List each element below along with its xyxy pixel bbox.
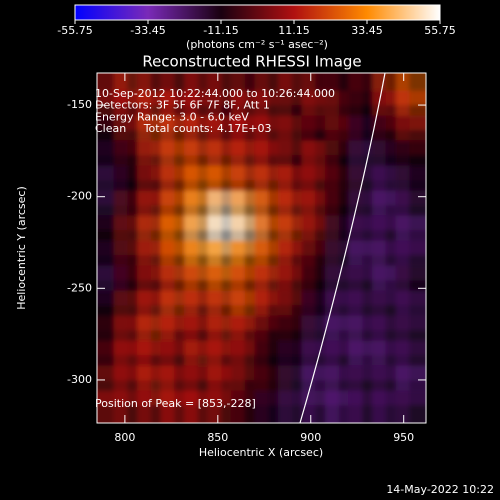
colorbar-tick-label: -55.75: [57, 24, 92, 37]
heatmap-cell: [395, 390, 426, 423]
y-tick-label: -300: [67, 373, 92, 386]
colorbar-tick-label: 55.75: [424, 24, 456, 37]
x-axis-label: Heliocentric X (arcsec): [199, 446, 323, 459]
annotation: 10-Sep-2012 10:22:44.000 to 10:26:44.000: [95, 87, 335, 100]
y-tick-label: -150: [67, 98, 92, 111]
heatmap-cells: [97, 73, 426, 423]
x-tick-label: 800: [114, 431, 135, 444]
colorbar-label: (photons cm⁻² s⁻¹ asec⁻²): [186, 38, 328, 51]
solar-limb: [299, 73, 386, 423]
chart-title: Reconstructed RHESSI Image: [142, 53, 361, 71]
x-tick-label: 900: [300, 431, 321, 444]
y-tick-label: -250: [67, 281, 92, 294]
y-axis-label: Heliocentric Y (arcsec): [15, 186, 28, 310]
colorbar-tick-label: -11.15: [203, 24, 238, 37]
heatmap: [97, 73, 426, 423]
annotation: Detectors: 3F 5F 6F 7F 8F, Att 1: [95, 99, 270, 112]
peak-note: Position of Peak = [853,-228]: [95, 397, 256, 410]
plot-frame: [96, 72, 427, 424]
colorbar-tick-label: 11.15: [278, 24, 310, 37]
x-tick-label: 850: [207, 431, 228, 444]
y-tick-label: -200: [67, 190, 92, 203]
annotations: 10-Sep-2012 10:22:44.000 to 10:26:44.000…: [95, 87, 335, 135]
colorbar: [74, 4, 441, 21]
annotation: Energy Range: 3.0 - 6.0 keV: [95, 110, 249, 123]
footer-date: 14-May-2022 10:22: [386, 483, 494, 496]
colorbar-tick-label: 33.45: [351, 24, 383, 37]
annotation: Clean Total counts: 4.17E+03: [95, 122, 272, 135]
colorbar-tick-label: -33.45: [130, 24, 165, 37]
x-tick-label: 950: [393, 431, 414, 444]
